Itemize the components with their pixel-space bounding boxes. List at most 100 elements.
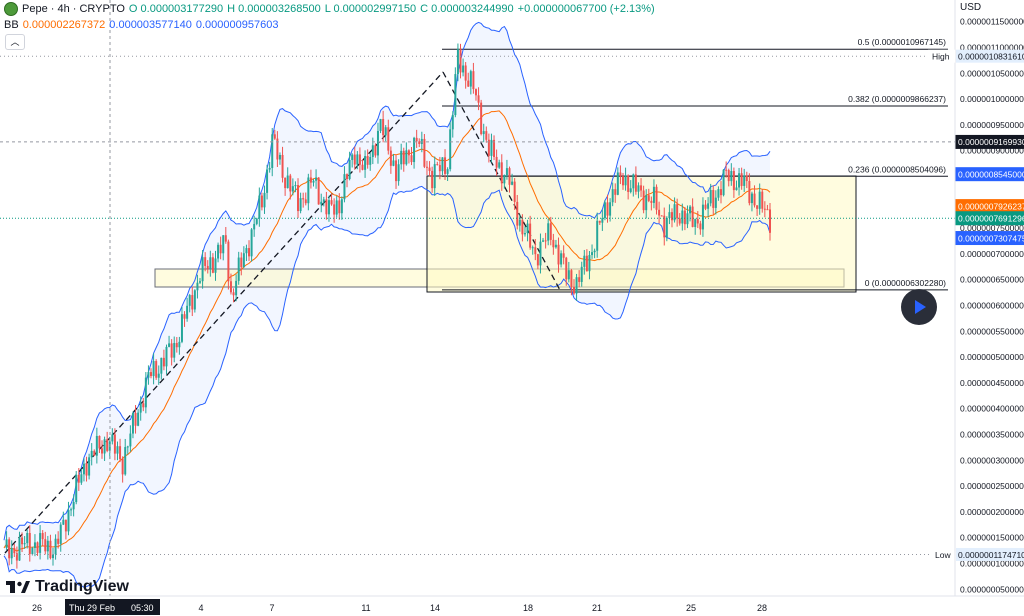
candle [64,519,67,540]
candle [134,405,137,434]
currency-label: USD [960,2,982,13]
high-value: 0.0000010831610 [958,51,1024,61]
candle-body [691,206,694,227]
candle-body [346,174,349,180]
candle [603,200,606,221]
candle-body [77,474,80,483]
candle-body [351,154,354,161]
candle [62,511,65,526]
candle [126,445,129,455]
candle [441,157,444,176]
candle [209,250,212,277]
candle-body [750,193,753,204]
candle-body [64,519,67,532]
candle [309,169,312,189]
candle-body [268,167,271,170]
candle-body [245,248,248,254]
candle-body [676,204,679,219]
candle [578,270,581,288]
candle [712,185,715,215]
candle [472,62,475,94]
candle [451,111,454,138]
candle [77,468,80,491]
candle-body [645,195,648,211]
candle-body [379,119,382,131]
candle-body [209,257,212,269]
price-tick-label: 0.00000110000000 [960,43,1024,53]
candle-body [356,154,359,165]
candle-body [423,138,426,167]
candle [304,192,307,206]
candle-body [186,305,189,319]
candle [291,178,294,196]
candle [482,123,485,143]
candle [438,156,441,180]
candle [219,236,222,260]
candle-body [689,206,692,214]
candle [330,193,333,206]
candle [609,198,612,222]
candle [598,220,601,225]
candle-body [137,412,140,426]
price-labels: High 0.00000108316100.00000091699300.0000… [928,49,1024,561]
candle [663,207,666,246]
high-tag-bg [928,49,955,63]
symbol-title[interactable]: Pepe · 4h · CRYPTO [22,3,125,15]
candle-body [428,167,431,171]
candle [75,471,78,505]
candle-body [237,257,240,281]
candle [634,166,637,195]
candle-body [214,258,217,273]
candle [384,125,387,142]
replay-play-button[interactable] [901,289,937,325]
time-tick-label: 14 [430,603,440,613]
candle-body [495,156,498,168]
candle [278,152,281,165]
candle-body [529,223,532,248]
candle [766,204,769,211]
candle-body [454,74,457,116]
collapse-legend-button[interactable]: ︿ [5,34,25,50]
candle [121,456,124,483]
candle-body [325,199,328,215]
candle [162,349,165,371]
candle-body [330,200,333,205]
candle-body [173,342,176,358]
candle [152,353,155,385]
candle-body [302,198,305,200]
candle [500,154,503,191]
candle [21,532,24,553]
tradingview-logo-text: TradingView [35,578,129,595]
candle-body [743,175,746,186]
candle [477,87,480,111]
candle [513,178,516,210]
candle [113,428,116,461]
price-tick-label: 0.00000075000000 [960,223,1024,233]
candle [498,159,501,169]
candle [325,191,328,220]
candle-body [585,255,588,272]
candle-body [611,189,614,203]
bb-legend[interactable]: BB 0.000002267372 0.000003577140 0.00000… [4,18,278,32]
candle-body [544,240,547,242]
candle [52,547,55,566]
candle [206,260,209,274]
candle-body [62,519,65,525]
candle-body [129,433,132,447]
candle-body [663,215,666,238]
candle [188,294,191,313]
candle-body [266,169,269,193]
tradingview-logo[interactable]: TradingView [6,578,129,596]
candles [5,43,771,569]
candle-body [142,403,145,408]
price-tick-label: 0.00000115000000 [960,17,1024,27]
candle-body [15,553,18,561]
candle [616,167,619,196]
candle [376,122,379,164]
candle [263,185,266,214]
candle [629,180,632,194]
candle-body [157,373,160,378]
candle [425,160,428,176]
candle [255,217,258,226]
